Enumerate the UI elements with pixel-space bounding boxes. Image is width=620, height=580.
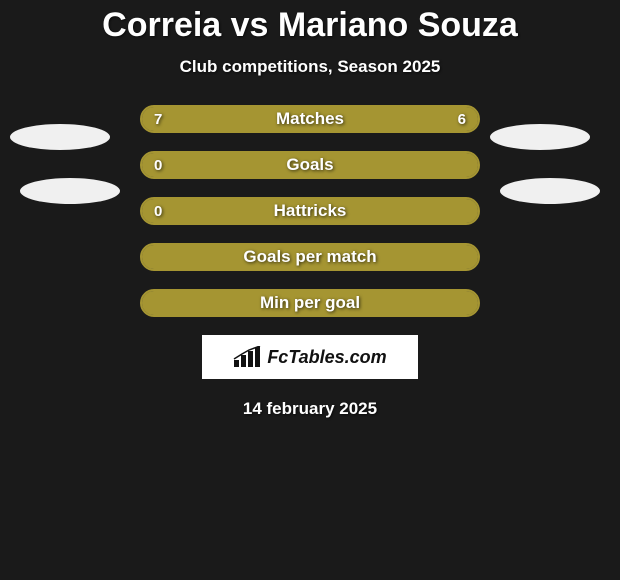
stat-row: Goals0	[140, 151, 480, 179]
stats-container: Matches76Goals0Hattricks0Goals per match…	[140, 105, 480, 317]
stat-label: Matches	[142, 107, 478, 131]
stat-value-right: 6	[458, 107, 466, 131]
player-avatar	[20, 178, 120, 204]
fctables-logo: FcTables.com	[202, 335, 418, 379]
stat-value-left: 7	[154, 107, 162, 131]
stat-value-left: 0	[154, 199, 162, 223]
stat-label: Goals	[142, 153, 478, 177]
date-text: 14 february 2025	[0, 399, 620, 419]
stat-row: Goals per match	[140, 243, 480, 271]
stat-value-left: 0	[154, 153, 162, 177]
stat-label: Min per goal	[142, 291, 478, 315]
player-avatar	[490, 124, 590, 150]
stat-label: Goals per match	[142, 245, 478, 269]
stat-row: Hattricks0	[140, 197, 480, 225]
page-title: Correia vs Mariano Souza	[0, 0, 620, 45]
player-avatar	[500, 178, 600, 204]
bar-chart-icon	[233, 346, 261, 368]
logo-text: FcTables.com	[267, 347, 386, 368]
player-avatar	[10, 124, 110, 150]
stat-label: Hattricks	[142, 199, 478, 223]
stat-row: Matches7 6	[140, 105, 480, 133]
subtitle: Club competitions, Season 2025	[0, 57, 620, 77]
stat-row: Min per goal	[140, 289, 480, 317]
